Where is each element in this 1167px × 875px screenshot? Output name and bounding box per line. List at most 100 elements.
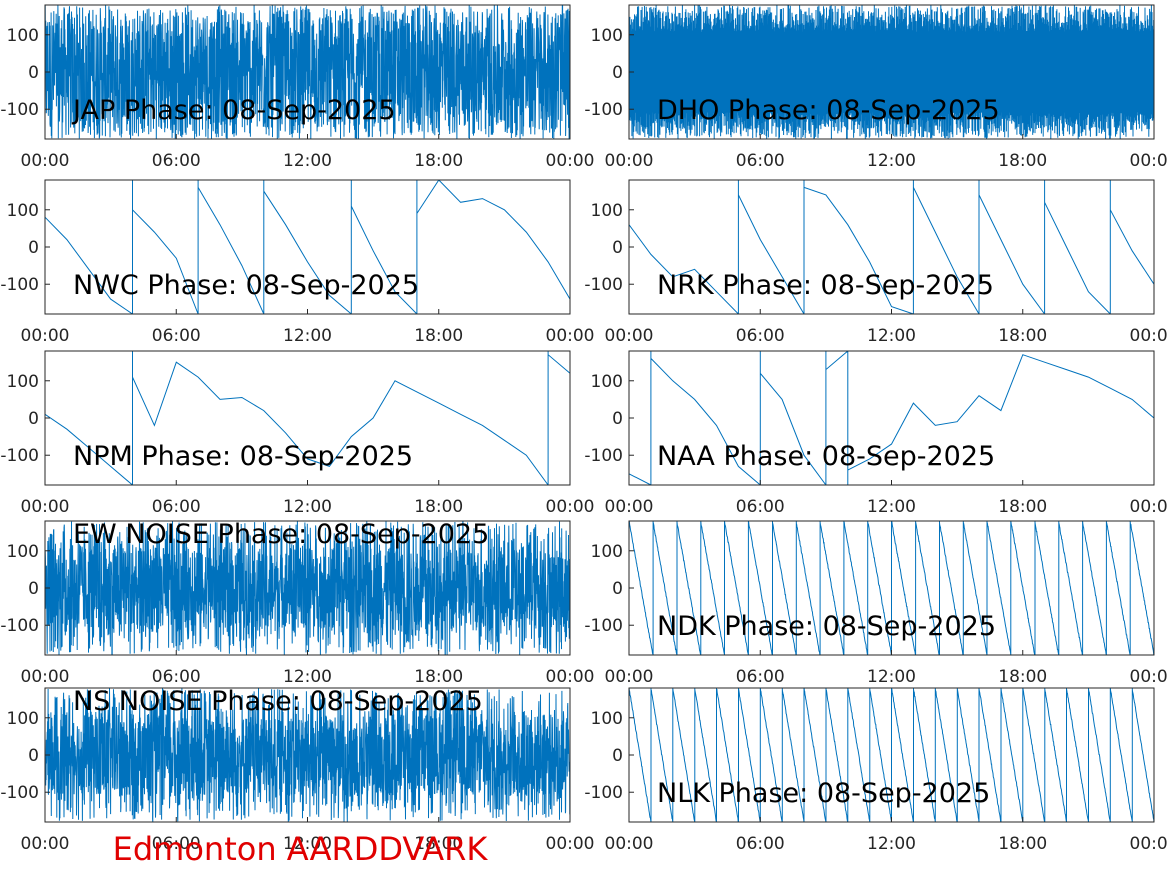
panel-title: NRK Phase: 08-Sep-2025 [657,270,994,301]
x-tick-label: 06:00 [736,667,785,687]
x-tick-label: 00:00 [21,497,70,517]
y-tick-label: 0 [28,409,39,429]
panel-title: NLK Phase: 08-Sep-2025 [657,778,990,809]
y-tick-label: -100 [584,100,623,120]
y-tick-label: -100 [0,446,39,466]
x-tick-label: 12:00 [867,667,916,687]
x-tick-label: 00:00 [1130,667,1167,687]
y-tick-label: 0 [612,579,623,599]
y-tick-label: 100 [591,542,623,562]
x-tick-label: 06:00 [736,834,785,854]
x-tick-label: 00:00 [605,497,654,517]
phase-chart: 100 0 -100 00:00 06:00 12:00 18:00 00:00 NDK Pha… [584,520,1167,687]
y-tick-label: 100 [7,26,39,46]
phase-chart: 100 0 -100 00:00 06:00 12:00 18:00 00:00 DHO Pha… [584,4,1167,171]
x-tick-label: 12:00 [283,834,332,854]
panel-title: NDK Phase: 08-Sep-2025 [657,611,996,642]
y-tick-label: 0 [28,63,39,83]
x-tick-label: 18:00 [414,497,463,517]
y-tick-label: 0 [612,63,623,83]
x-tick-label: 18:00 [998,151,1047,171]
y-tick-label: 0 [28,746,39,766]
x-tick-label: 12:00 [867,151,916,171]
x-tick-label: 18:00 [414,326,463,346]
y-tick-label: -100 [0,275,39,295]
x-tick-label: 18:00 [998,834,1047,854]
x-tick-label: 06:00 [736,497,785,517]
phase-chart: 100 0 -100 00:00 06:00 12:00 18:00 00:00 JAP Pha… [0,4,595,171]
x-tick-label: 18:00 [414,834,463,854]
x-tick-label: 06:00 [152,151,201,171]
phase-line [45,5,570,139]
panel-title: NS NOISE Phase: 08-Sep-2025 [73,686,483,717]
phase-line [629,5,1154,139]
y-tick-label: -100 [584,783,623,803]
y-tick-label: 0 [612,238,623,258]
x-tick-label: 00:00 [21,667,70,687]
x-tick-label: 12:00 [867,497,916,517]
x-tick-label: 18:00 [998,667,1047,687]
x-tick-label: 06:00 [152,667,201,687]
y-tick-label: 100 [591,26,623,46]
phase-line [45,521,570,655]
x-tick-label: 06:00 [152,497,201,517]
x-tick-label: 00:00 [605,326,654,346]
phase-line [629,688,1154,822]
y-tick-label: 100 [7,372,39,392]
y-tick-label: -100 [584,275,623,295]
x-tick-label: 00:00 [546,151,595,171]
x-tick-label: 18:00 [414,151,463,171]
y-tick-label: 100 [591,709,623,729]
x-tick-label: 12:00 [283,667,332,687]
x-tick-label: 18:00 [998,497,1047,517]
phase-chart: 100 0 -100 00:00 06:00 12:00 18:00 00:00 NLK Pha… [584,687,1167,854]
phase-chart: 100 0 -100 00:00 06:00 12:00 18:00 00:00 NWC Pha… [0,179,595,346]
y-tick-label: 100 [7,201,39,221]
panel-title: JAP Phase: 08-Sep-2025 [71,95,396,126]
x-tick-label: 12:00 [867,326,916,346]
x-tick-label: 06:00 [152,326,201,346]
x-tick-label: 00:00 [1130,151,1167,171]
y-tick-label: 0 [28,238,39,258]
panel-title: EW NOISE Phase: 08-Sep-2025 [73,519,489,550]
x-tick-label: 12:00 [283,326,332,346]
x-tick-label: 00:00 [605,151,654,171]
phase-line [629,180,1154,314]
phase-line [45,351,570,485]
y-tick-label: -100 [584,446,623,466]
phase-chart: 100 0 -100 00:00 06:00 12:00 18:00 00:00 NAA Pha… [584,350,1167,517]
x-tick-label: 06:00 [736,151,785,171]
x-tick-label: 00:00 [21,151,70,171]
y-tick-label: 100 [7,709,39,729]
phase-chart: 100 0 -100 00:00 06:00 12:00 18:00 00:00 NS NOIS… [0,686,594,854]
y-tick-label: -100 [0,616,39,636]
phase-chart: 100 0 -100 00:00 06:00 12:00 18:00 00:00 NRK Pha… [584,179,1167,346]
phase-line [45,688,570,822]
y-tick-label: 100 [591,201,623,221]
x-tick-label: 00:00 [21,834,70,854]
y-tick-label: 100 [591,372,623,392]
x-tick-label: 12:00 [283,151,332,171]
panel-title: NPM Phase: 08-Sep-2025 [73,441,413,472]
x-tick-label: 18:00 [414,667,463,687]
x-tick-label: 00:00 [605,834,654,854]
x-tick-label: 00:00 [1130,326,1167,346]
panel-title: NWC Phase: 08-Sep-2025 [73,270,419,301]
y-tick-label: 100 [7,542,39,562]
y-tick-label: -100 [584,616,623,636]
x-tick-label: 00:00 [605,667,654,687]
x-tick-label: 00:00 [21,326,70,346]
figure-footer: Edmonton AARDDVARK [113,830,489,868]
y-tick-label: -100 [0,783,39,803]
x-tick-label: 00:00 [546,497,595,517]
y-tick-label: -100 [0,100,39,120]
x-tick-label: 06:00 [736,326,785,346]
x-tick-label: 12:00 [867,834,916,854]
x-tick-label: 00:00 [546,834,595,854]
y-tick-label: 0 [612,746,623,766]
x-tick-label: 00:00 [1130,834,1167,854]
x-tick-label: 06:00 [152,834,201,854]
y-tick-label: 0 [612,409,623,429]
panel-title: NAA Phase: 08-Sep-2025 [657,441,995,472]
